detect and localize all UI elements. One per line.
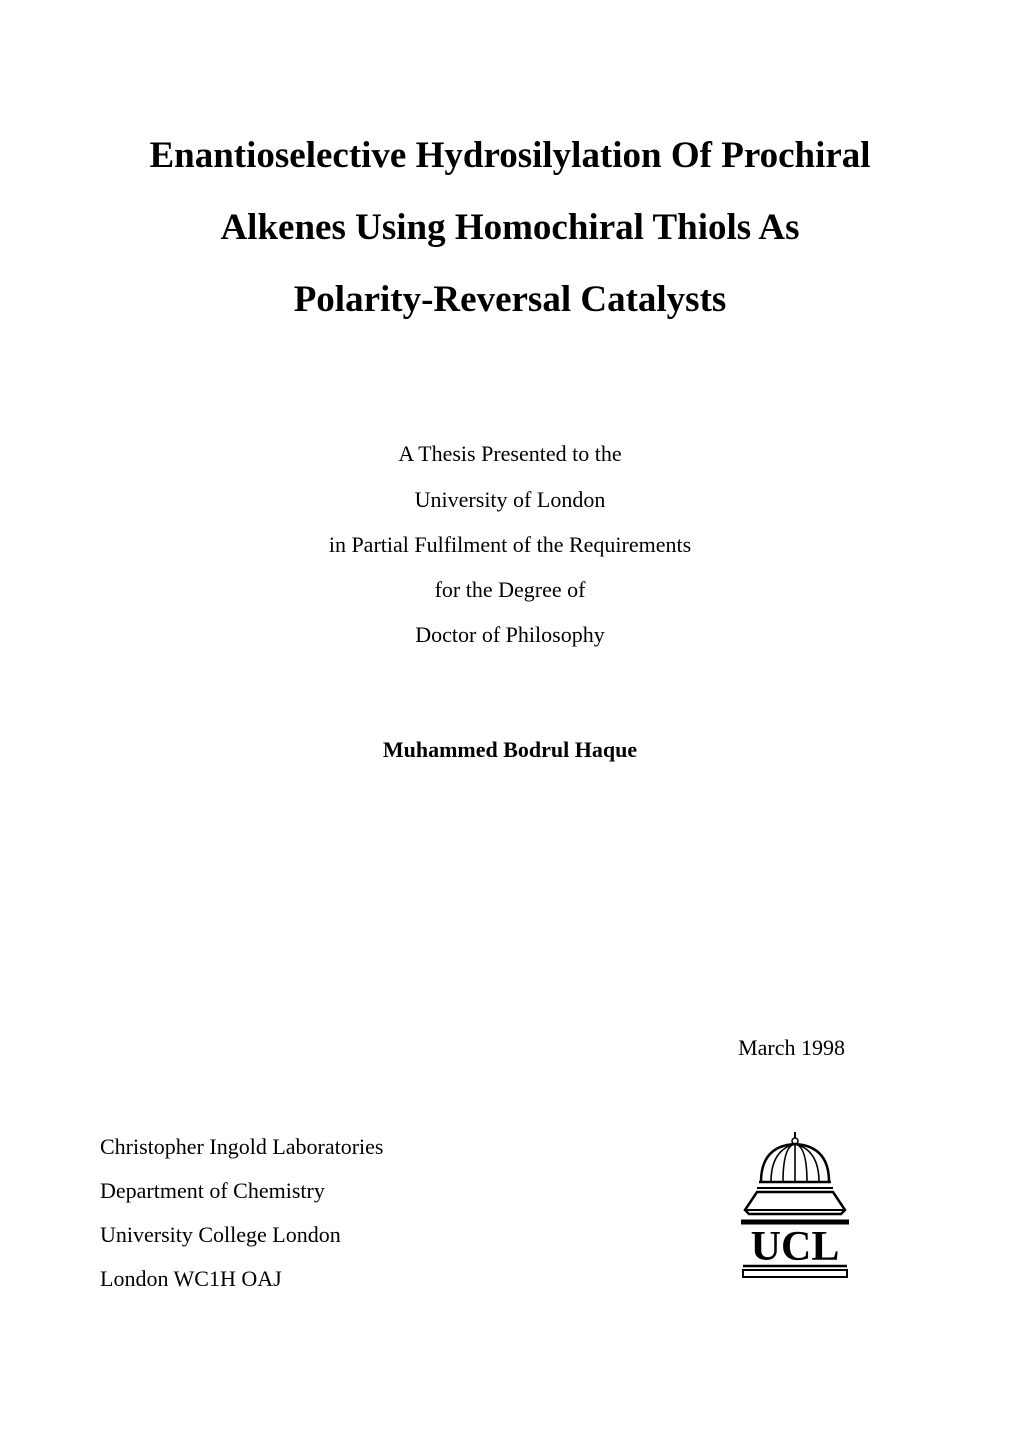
presentation-line-1: A Thesis Presented to the	[100, 431, 920, 476]
presentation-line-4: for the Degree of	[100, 567, 920, 612]
affiliation-line-2: Department of Chemistry	[100, 1169, 384, 1213]
title-line-3: Polarity-Reversal Catalysts	[100, 264, 920, 336]
title-line-2: Alkenes Using Homochiral Thiols As	[100, 192, 920, 264]
author-name: Muhammed Bodrul Haque	[100, 737, 920, 763]
title-line-1: Enantioselective Hydrosilylation Of Proc…	[100, 120, 920, 192]
ucl-logo-icon: UCL	[735, 1130, 855, 1280]
affiliation-line-1: Christopher Ingold Laboratories	[100, 1125, 384, 1169]
affiliation-line-3: University College London	[100, 1213, 384, 1257]
thesis-title: Enantioselective Hydrosilylation Of Proc…	[100, 120, 920, 336]
ucl-logo: UCL	[735, 1130, 855, 1280]
presentation-line-3: in Partial Fulfilment of the Requirement…	[100, 522, 920, 567]
presentation-line-2: University of London	[100, 477, 920, 522]
logo-text: UCL	[751, 1224, 840, 1270]
thesis-date: March 1998	[738, 1035, 845, 1061]
presentation-text: A Thesis Presented to the University of …	[100, 431, 920, 656]
affiliation-line-4: London WC1H OAJ	[100, 1257, 384, 1301]
thesis-title-page: Enantioselective Hydrosilylation Of Proc…	[0, 0, 1020, 1443]
presentation-line-5: Doctor of Philosophy	[100, 612, 920, 657]
affiliation: Christopher Ingold Laboratories Departme…	[100, 1125, 384, 1301]
